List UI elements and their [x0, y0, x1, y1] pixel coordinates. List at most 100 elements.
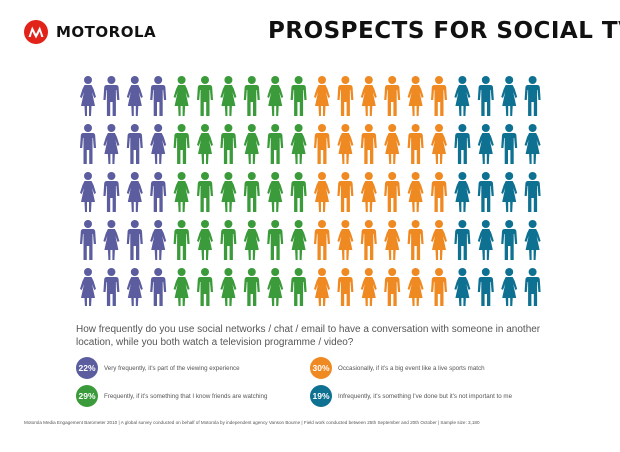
person-icon-infrequently [524, 76, 541, 116]
motorola-batwing-icon [24, 20, 48, 44]
person-icon-occasionally [407, 220, 424, 260]
legend: 22% Very frequently, it's part of the vi… [76, 357, 556, 407]
person-icon-frequently [220, 76, 237, 116]
person-icon-occasionally [314, 172, 330, 212]
person-icon-infrequently [454, 124, 471, 164]
person-icon-occasionally [384, 172, 401, 212]
person-icon-very-frequently [80, 76, 96, 116]
legend-badge-very-frequently: 22% [76, 357, 98, 379]
person-icon-occasionally [431, 76, 447, 116]
person-icon-frequently [173, 124, 190, 164]
brand-name: MOTOROLA [56, 23, 157, 41]
pictogram-grid [80, 76, 541, 306]
person-icon-frequently [267, 268, 284, 306]
person-icon-occasionally [407, 76, 424, 116]
person-icon-infrequently [524, 268, 541, 306]
person-icon-occasionally [337, 76, 354, 116]
person-icon-infrequently [501, 268, 518, 306]
person-icon-frequently [220, 124, 237, 164]
person-icon-occasionally [337, 220, 354, 260]
person-icon-occasionally [431, 268, 447, 306]
person-icon-frequently [267, 124, 284, 164]
person-icon-occasionally [337, 172, 354, 212]
person-icon-frequently [290, 172, 307, 212]
person-icon-frequently [197, 124, 213, 164]
person-icon-infrequently [524, 220, 541, 260]
person-icon-very-frequently [126, 172, 143, 212]
person-icon-frequently [267, 172, 284, 212]
person-icon-infrequently [477, 124, 494, 164]
person-icon-frequently [197, 220, 213, 260]
person-icon-very-frequently [126, 76, 143, 116]
person-icon-frequently [243, 124, 260, 164]
person-icon-very-frequently [80, 220, 96, 260]
person-icon-frequently [173, 76, 190, 116]
survey-question: How frequently do you use social network… [76, 324, 541, 348]
legend-label-very-frequently: Very frequently, it's part of the viewin… [104, 364, 240, 372]
person-icon-very-frequently [103, 124, 120, 164]
legend-label-occasionally: Occasionally, if it's a big event like a… [338, 364, 485, 372]
legend-label-frequently: Frequently, if it's something that I kno… [104, 392, 268, 400]
person-icon-occasionally [384, 268, 401, 306]
person-icon-occasionally [431, 124, 447, 164]
legend-item-occasionally: 30% Occasionally, if it's a big event li… [310, 357, 485, 379]
person-icon-infrequently [501, 172, 518, 212]
legend-badge-frequently: 29% [76, 385, 98, 407]
person-icon-very-frequently [150, 172, 167, 212]
person-icon-frequently [173, 172, 190, 212]
person-icon-occasionally [360, 124, 377, 164]
person-icon-very-frequently [126, 124, 143, 164]
person-icon-very-frequently [150, 124, 167, 164]
person-icon-frequently [220, 172, 237, 212]
person-icon-frequently [243, 268, 260, 306]
legend-item-infrequently: 19% Infrequently, it's something I've do… [310, 385, 512, 407]
legend-badge-occasionally: 30% [310, 357, 332, 379]
person-icon-infrequently [477, 268, 494, 306]
person-icon-infrequently [524, 172, 541, 212]
person-icon-infrequently [454, 268, 471, 306]
person-icon-infrequently [501, 220, 518, 260]
person-icon-infrequently [477, 220, 494, 260]
person-icon-frequently [267, 76, 284, 116]
person-icon-occasionally [360, 220, 377, 260]
person-icon-occasionally [431, 220, 447, 260]
person-icon-frequently [197, 172, 213, 212]
person-icon-infrequently [454, 76, 471, 116]
person-icon-frequently [173, 220, 190, 260]
person-icon-occasionally [407, 124, 424, 164]
person-icon-very-frequently [80, 124, 96, 164]
person-icon-occasionally [314, 76, 330, 116]
person-icon-very-frequently [126, 268, 143, 306]
person-icon-very-frequently [103, 76, 120, 116]
person-icon-frequently [173, 268, 190, 306]
person-icon-occasionally [360, 268, 377, 306]
person-icon-occasionally [407, 268, 424, 306]
person-icon-frequently [290, 220, 307, 260]
person-icon-frequently [243, 76, 260, 116]
legend-item-very-frequently: 22% Very frequently, it's part of the vi… [76, 357, 240, 379]
legend-item-frequently: 29% Frequently, if it's something that I… [76, 385, 267, 407]
person-icon-occasionally [384, 220, 401, 260]
person-icon-very-frequently [80, 172, 96, 212]
person-icon-very-frequently [150, 76, 167, 116]
legend-badge-infrequently: 19% [310, 385, 332, 407]
footer-note: Motorola Media Engagement Barometer 2010… [24, 420, 480, 425]
person-icon-occasionally [314, 220, 330, 260]
person-icon-very-frequently [103, 268, 120, 306]
person-icon-frequently [290, 124, 307, 164]
person-icon-frequently [220, 268, 237, 306]
person-icon-frequently [290, 268, 307, 306]
person-icon-occasionally [360, 172, 377, 212]
person-icon-occasionally [314, 124, 330, 164]
person-icon-very-frequently [103, 220, 120, 260]
person-icon-infrequently [454, 220, 471, 260]
person-icon-frequently [267, 220, 284, 260]
person-icon-infrequently [501, 124, 518, 164]
legend-label-infrequently: Infrequently, it's something I've done b… [338, 392, 513, 400]
person-icon-infrequently [524, 124, 541, 164]
person-icon-occasionally [384, 76, 401, 116]
person-icon-very-frequently [80, 268, 96, 306]
person-icon-frequently [220, 220, 237, 260]
person-icon-infrequently [477, 76, 494, 116]
person-icon-very-frequently [103, 172, 120, 212]
